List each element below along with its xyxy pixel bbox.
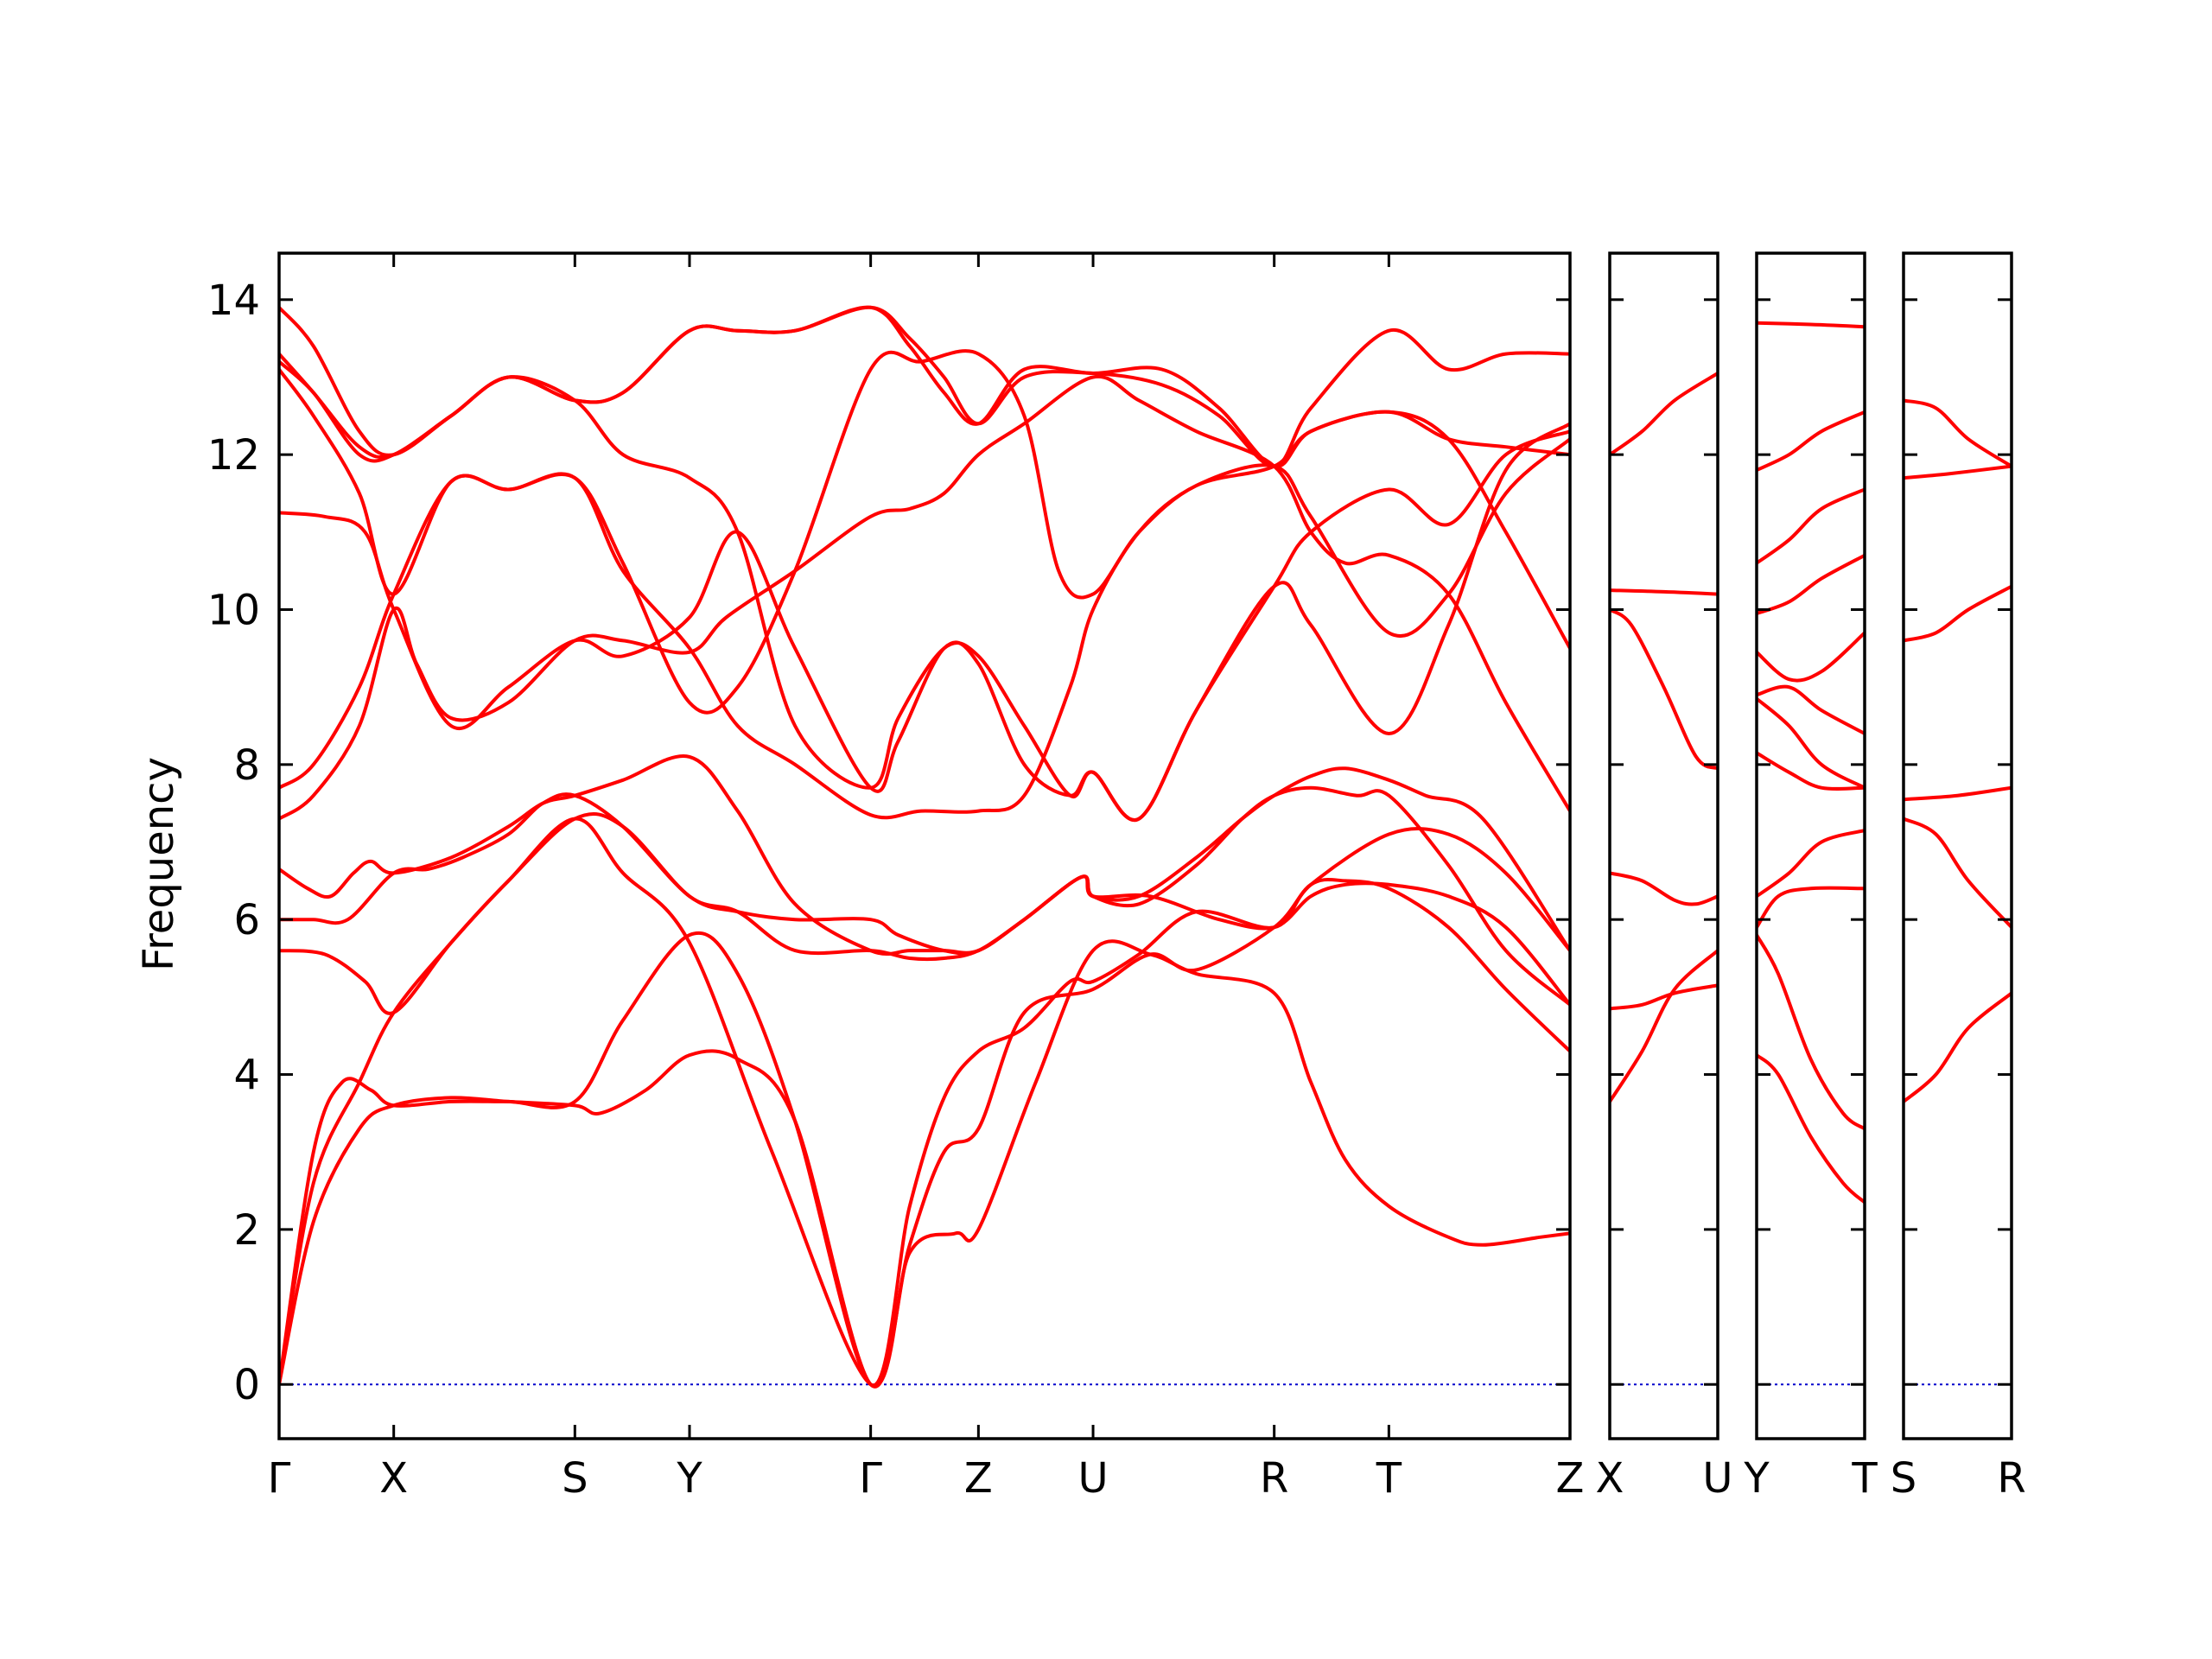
x-tick-label: R: [1260, 1454, 1288, 1503]
band-11: [279, 352, 1570, 823]
plot-frame: [1902, 251, 2013, 1440]
y-tick-label: 8: [233, 741, 260, 790]
x-tick-label: T: [1376, 1454, 1402, 1503]
band-2: [1610, 983, 1718, 1011]
band-5: [1610, 588, 1718, 596]
panel-1: 0 2 4 6 8 10 12 14 Γ X S Y Γ Z U R T Z: [207, 251, 1585, 1503]
x-tick-label: R: [1997, 1454, 2025, 1503]
band-10: [1757, 487, 1865, 565]
band-3: [1904, 785, 2012, 802]
x-tick-label: U: [1077, 1454, 1108, 1503]
band-6: [1610, 372, 1718, 457]
band-2: [1757, 933, 1865, 1131]
band-10: [279, 367, 1570, 820]
y-tick-label: 14: [207, 276, 260, 325]
y-tick-label: 6: [233, 896, 260, 944]
x-tick-label: S: [1891, 1454, 1916, 1503]
x-tick-label: Y: [676, 1454, 702, 1503]
x-tick-label: Z: [964, 1454, 993, 1503]
band-3: [1757, 886, 1865, 930]
band-9: [1757, 553, 1865, 615]
band-4: [279, 811, 1570, 1015]
plot-frame: [1608, 251, 1719, 1440]
band-13: [279, 305, 1570, 468]
band-1: [1757, 1053, 1865, 1205]
band-7: [1757, 684, 1865, 735]
x-tick-label: Z: [1556, 1454, 1585, 1503]
band-5: [1757, 751, 1865, 791]
band-group: [279, 305, 1570, 1389]
y-tick-label: 2: [233, 1206, 260, 1255]
band-9: [279, 422, 1570, 823]
x-tick-label: Y: [1743, 1454, 1770, 1503]
band-1: [1610, 949, 1718, 1103]
band-5: [279, 785, 1570, 1007]
band-7: [279, 374, 1570, 821]
band-group: [1757, 321, 1865, 1205]
band-4: [1904, 584, 2012, 643]
y-axis-title: Frequency: [135, 757, 183, 971]
band-2: [1904, 817, 2012, 930]
band-12: [279, 305, 1570, 468]
band-12: [1757, 321, 1865, 329]
band-6: [279, 754, 1570, 957]
band-5: [1904, 464, 2012, 480]
band-2: [279, 877, 1570, 1389]
band-group: [1904, 398, 2012, 1103]
plot-frame: [277, 251, 1572, 1440]
band-11: [1757, 410, 1865, 473]
x-tick-label: S: [562, 1454, 588, 1503]
band-1: [1904, 991, 2012, 1103]
plot-frame: [1755, 251, 1866, 1440]
x-tick-label: Γ: [268, 1454, 291, 1503]
x-tick-label: U: [1702, 1454, 1732, 1503]
x-tick-label: X: [379, 1454, 408, 1503]
x-tick-label: T: [1851, 1454, 1878, 1503]
band-3: [279, 827, 1570, 1388]
band-6: [1757, 696, 1865, 790]
y-tick-label: 0: [233, 1361, 260, 1409]
band-6: [1904, 398, 2012, 468]
band-4: [1757, 829, 1865, 899]
y-tick-label: 12: [207, 431, 260, 480]
y-tick-label: 4: [233, 1052, 260, 1100]
y-tick-label: 10: [207, 586, 260, 634]
band-3: [1610, 871, 1718, 906]
band-8: [1757, 631, 1865, 683]
x-tick-label: Γ: [859, 1454, 882, 1503]
x-tick-label: X: [1596, 1454, 1624, 1503]
band-4: [1610, 607, 1718, 771]
band-group: [1610, 372, 1718, 1103]
